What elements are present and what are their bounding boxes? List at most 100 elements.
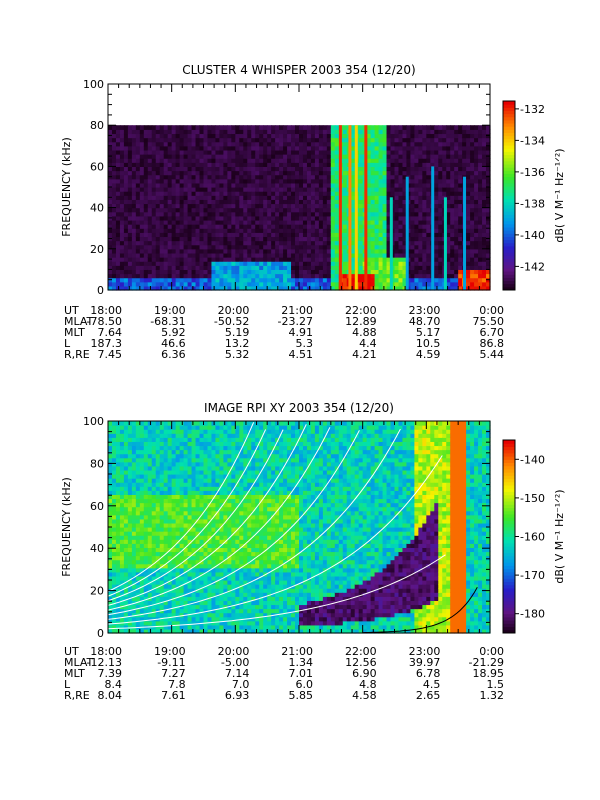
spectrogram-cell xyxy=(474,137,479,143)
spectrogram-cell xyxy=(159,482,165,487)
spectrogram-cell xyxy=(223,182,228,188)
spectrogram-cell xyxy=(131,203,137,209)
spectrogram-cell xyxy=(239,215,244,221)
spectrogram-cell xyxy=(231,211,236,217)
spectrogram-cell xyxy=(163,604,169,610)
colorbar-segment xyxy=(503,179,515,184)
spectrogram-cell xyxy=(394,195,400,200)
spectrogram-cell xyxy=(111,248,117,254)
spectrogram-cell xyxy=(119,624,125,630)
spectrogram-cell xyxy=(239,285,244,291)
colorbar-segment xyxy=(503,271,515,275)
spectrogram-cell xyxy=(111,203,117,209)
spectrogram-cell xyxy=(215,129,221,135)
spectrogram-cell xyxy=(418,281,423,287)
spectrogram-cell xyxy=(123,191,129,196)
spectrogram-cell xyxy=(235,178,240,184)
spectrogram-cell xyxy=(342,265,348,270)
spectrogram-cell xyxy=(167,137,173,143)
spectrogram-cell xyxy=(406,145,412,151)
spectrogram-cell xyxy=(143,506,149,512)
spectrogram-cell xyxy=(295,174,300,180)
spectrogram-cell xyxy=(251,154,256,159)
spectrogram-cell xyxy=(326,203,332,209)
spectrogram-cell xyxy=(326,145,332,151)
ephemeris-value: 7.45 xyxy=(98,348,123,361)
spectrogram-cell xyxy=(390,182,396,188)
spectrogram-cell xyxy=(410,137,415,143)
spectrogram-cell xyxy=(227,211,232,217)
spectrogram-cell xyxy=(279,129,284,135)
spectrogram-cell xyxy=(410,248,415,254)
spectrogram-cell xyxy=(486,203,491,209)
spectrogram-cell xyxy=(179,232,185,238)
spectrogram-cell xyxy=(139,596,145,601)
spectrogram-cell xyxy=(259,162,264,167)
spectrogram-cell xyxy=(398,211,404,217)
spectrogram-cell xyxy=(171,277,177,283)
spectrogram-cell xyxy=(159,281,165,287)
spectrogram-cell xyxy=(143,265,149,270)
spectrogram-cell xyxy=(123,514,129,520)
spectrogram-cell xyxy=(171,474,177,479)
spectrogram-cell xyxy=(318,224,324,229)
spectrogram-cell xyxy=(378,228,384,233)
spectrogram-cell xyxy=(442,154,447,159)
spectrogram-cell xyxy=(394,137,400,143)
spectrogram-cell xyxy=(279,281,284,287)
spectrogram-cell xyxy=(259,211,264,217)
spectrogram-cell xyxy=(434,252,439,258)
spectrogram-cell xyxy=(442,141,447,147)
spectrogram-cell xyxy=(183,154,189,159)
spectrogram-cell xyxy=(486,182,491,188)
spectrogram-cell xyxy=(151,219,157,225)
spectrogram-cell xyxy=(283,285,288,291)
spectrogram-cell xyxy=(119,592,125,597)
spectrogram-cell xyxy=(414,178,419,184)
spectrogram-cell xyxy=(350,252,356,258)
spectrogram-cell xyxy=(454,269,459,275)
spectrogram-cell xyxy=(350,125,356,130)
colorbar-segment xyxy=(503,264,515,269)
spectrogram-cell xyxy=(450,248,455,254)
spectrogram-cell xyxy=(243,170,248,176)
spectrogram-cell xyxy=(139,137,145,143)
spectrogram-cell xyxy=(418,154,423,159)
spectrogram-cell xyxy=(330,149,336,155)
spectrogram-cell xyxy=(155,584,161,589)
spectrogram-cell xyxy=(187,215,193,221)
spectrogram-cell xyxy=(259,203,264,209)
colorbar-frame xyxy=(502,100,516,291)
spectrogram-cell xyxy=(215,137,221,143)
spectrogram-cell xyxy=(119,162,125,167)
spectrogram-cell xyxy=(474,281,479,287)
spectrogram-cell xyxy=(366,228,372,233)
spectrogram-cell xyxy=(151,281,157,287)
spectrogram-cell xyxy=(334,162,340,167)
spectrogram-cell xyxy=(131,628,137,634)
spectrogram-cell xyxy=(410,191,415,196)
spectrogram-cell xyxy=(454,244,459,250)
spectrogram-cell xyxy=(111,244,117,250)
ephemeris-value: 6.36 xyxy=(161,348,186,361)
spectrogram-cell xyxy=(430,145,435,151)
spectrogram-cell xyxy=(350,166,356,172)
spectrogram-cell xyxy=(207,199,213,205)
spectrogram-cell xyxy=(175,592,181,597)
spectrogram-cell xyxy=(199,145,205,151)
spectrogram-cell xyxy=(115,269,121,275)
spectrogram-cell xyxy=(223,141,228,147)
spectrogram-cell xyxy=(215,265,221,270)
spectrogram-cell xyxy=(358,257,364,262)
spectrogram-cell xyxy=(318,145,324,151)
spectrogram-cell xyxy=(123,211,129,217)
spectrogram-cell xyxy=(426,248,431,254)
spectrogram-cell xyxy=(267,174,272,180)
spectrogram-cell xyxy=(271,182,276,188)
spectrogram-cell xyxy=(111,207,117,213)
spectrogram-cell xyxy=(131,125,137,130)
spectrogram-cell xyxy=(167,232,173,238)
spectrogram-cell xyxy=(386,228,392,233)
spectrogram-cell xyxy=(275,162,280,167)
spectrogram-cell xyxy=(139,261,145,266)
